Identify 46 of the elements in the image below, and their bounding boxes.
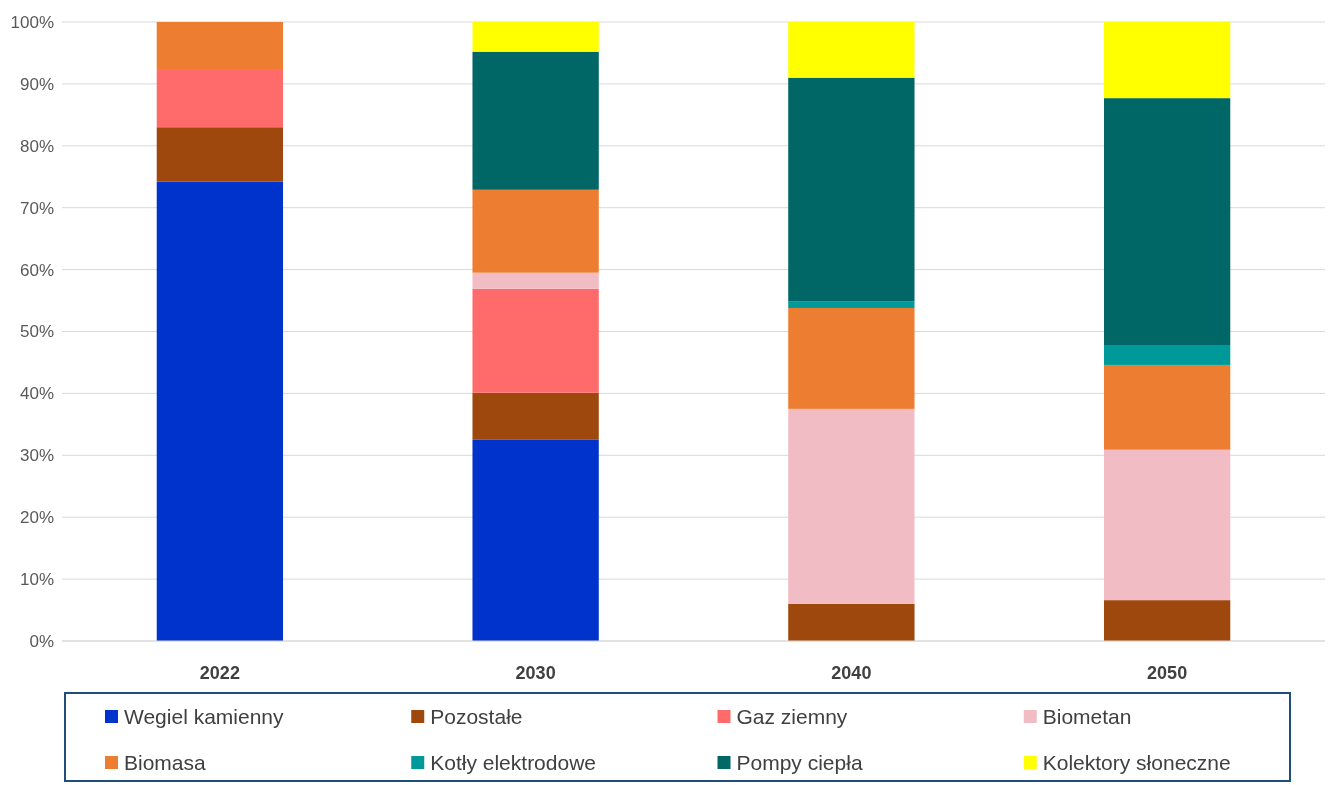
legend-label: Gaz ziemny (736, 705, 848, 729)
bar (788, 307, 915, 409)
bar (1103, 600, 1231, 641)
legend-label: Kolektory słoneczne (1042, 751, 1231, 775)
y-tick-label: 80% (19, 136, 54, 156)
y-tick-label: 30% (19, 446, 54, 466)
bar (788, 603, 915, 641)
bar (472, 51, 599, 190)
y-tick-label: 0% (29, 631, 54, 651)
bar (788, 77, 915, 302)
bar (788, 408, 915, 604)
legend-label: Biometan (1042, 705, 1132, 729)
y-tick-label: 10% (19, 570, 54, 590)
x-tick-label: 2022 (199, 663, 240, 683)
y-tick-label: 40% (19, 384, 54, 404)
x-tick-label: 2040 (831, 663, 872, 683)
y-tick-label: 60% (19, 260, 54, 280)
legend-label: Kotły elektrodowe (430, 751, 597, 775)
y-tick-label: 20% (19, 508, 54, 528)
bar (156, 127, 284, 182)
bar (1103, 98, 1231, 346)
bar (156, 181, 284, 641)
bar (472, 288, 599, 393)
y-tick-label: 70% (19, 198, 54, 218)
legend-label: Biomasa (124, 751, 207, 775)
bar (1103, 22, 1231, 99)
bar (472, 22, 599, 52)
bar (472, 189, 599, 273)
bar (1103, 449, 1231, 601)
bar (472, 272, 599, 289)
bar (156, 22, 284, 70)
legend-label: Pozostałe (430, 705, 523, 729)
legend-label: Wegiel kamienny (124, 705, 285, 729)
y-tick-label: 100% (10, 12, 54, 32)
legend-label: Pompy ciepła (736, 751, 863, 775)
x-tick-label: 2050 (1147, 663, 1188, 683)
bar (1103, 364, 1231, 450)
bar (472, 439, 599, 641)
bar (156, 69, 284, 128)
y-tick-label: 90% (19, 74, 54, 94)
bar (788, 22, 915, 78)
y-tick-label: 50% (19, 322, 54, 342)
bar (788, 301, 915, 308)
bar (472, 392, 599, 440)
x-tick-label: 2030 (515, 663, 556, 683)
bar (1103, 345, 1231, 365)
